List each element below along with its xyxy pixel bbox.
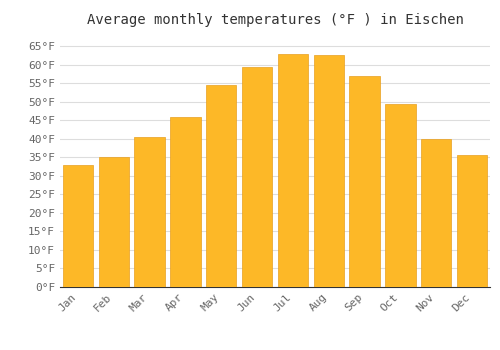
Title: Average monthly temperatures (°F ) in Eischen: Average monthly temperatures (°F ) in Ei… (86, 13, 464, 27)
Bar (206, 85, 236, 287)
Bar (350, 76, 380, 287)
Bar (62, 165, 93, 287)
Bar (134, 137, 165, 287)
Bar (385, 104, 416, 287)
Bar (457, 155, 488, 287)
Bar (170, 117, 200, 287)
Bar (314, 55, 344, 287)
Bar (242, 66, 272, 287)
Bar (98, 157, 129, 287)
Bar (421, 139, 452, 287)
Bar (278, 54, 308, 287)
